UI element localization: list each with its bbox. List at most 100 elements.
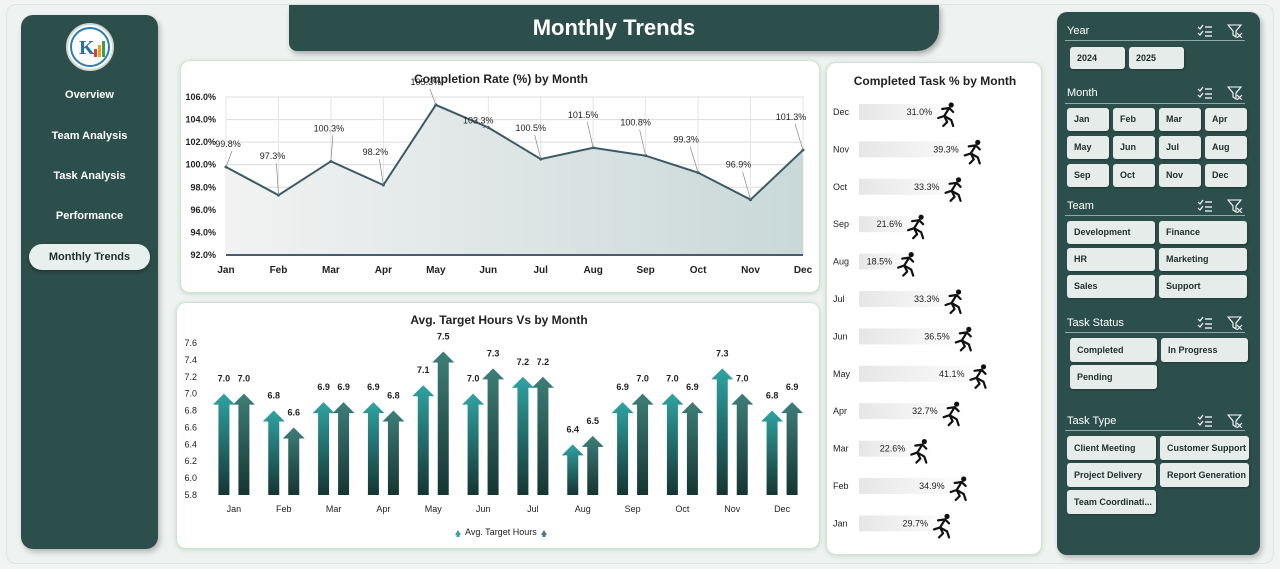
month-option-Feb[interactable]: Feb [1113, 108, 1155, 131]
nav-performance[interactable]: Performance [55, 210, 124, 222]
y-tick-label: 6.8 [184, 406, 197, 416]
data-label: 7.0 [666, 374, 679, 384]
data-point [329, 159, 333, 163]
y-tick-label: Jul [833, 294, 845, 304]
status-option-pending[interactable]: Pending [1070, 365, 1157, 389]
clear-filter-icon[interactable] [1226, 24, 1243, 39]
data-label: 101.5% [568, 110, 599, 120]
multi-select-icon[interactable] [1197, 24, 1213, 38]
data-label: 7.3 [487, 348, 500, 358]
clear-filter-icon[interactable] [1226, 199, 1243, 214]
month-option-Dec[interactable]: Dec [1205, 164, 1247, 187]
x-tick-label: Feb [276, 504, 292, 514]
team-option-support[interactable]: Support [1159, 275, 1247, 298]
series-line [225, 103, 804, 201]
nav-task-analysis[interactable]: Task Analysis [53, 170, 126, 182]
month-option-Mar[interactable]: Mar [1159, 108, 1201, 131]
data-label: 36.5% [924, 331, 950, 341]
legend-marker [541, 530, 547, 537]
y-tick-label: 7.0 [184, 389, 197, 399]
series1-arrow [711, 368, 734, 495]
data-label: 100.8% [620, 118, 651, 128]
task-type-option-2[interactable]: Customer Support [1160, 436, 1249, 460]
slicer-divider [1065, 215, 1245, 216]
y-tick-label: 100.0% [185, 160, 216, 170]
team-option-development[interactable]: Development [1067, 221, 1155, 244]
multi-select-icon[interactable] [1197, 199, 1213, 213]
data-label: 105.3% [411, 77, 442, 87]
bar [859, 328, 976, 345]
data-label: 97.3% [260, 151, 286, 161]
month-option-Nov[interactable]: Nov [1159, 164, 1201, 187]
data-label: 7.0 [636, 374, 649, 384]
data-label: 22.6% [880, 444, 906, 454]
series2-arrow [482, 368, 505, 495]
month-option-Jan[interactable]: Jan [1067, 108, 1109, 131]
status-option-completed[interactable]: Completed [1070, 338, 1157, 362]
multi-select-icon[interactable] [1197, 316, 1213, 330]
completed-task-chart: Completed Task % by Month Dec 31.0% Nov 39.3… [833, 74, 1016, 539]
completion-rate-chart: Completion Rate (%) by Month 92.0% 94.0% 96… [185, 72, 813, 276]
clear-filter-icon[interactable] [1226, 86, 1243, 101]
month-option-Oct[interactable]: Oct [1113, 164, 1155, 187]
x-tick-label: May [426, 265, 446, 276]
task_type-slicer-title: Task Type [1067, 415, 1117, 427]
status-option-in-progress[interactable]: In Progress [1161, 338, 1248, 362]
task-type-option-5[interactable]: Team Coordinati... [1067, 490, 1156, 514]
task-type-option-4[interactable]: Report Generation [1160, 463, 1249, 487]
bar [859, 291, 966, 307]
multi-select-icon[interactable] [1197, 86, 1213, 100]
runner-icon [969, 364, 987, 389]
runner-icon [897, 252, 915, 277]
nav-team-analysis[interactable]: Team Analysis [51, 130, 128, 142]
logo-icon: K [70, 27, 110, 67]
y-tick-label: 92.0% [190, 250, 216, 260]
data-label: 6.8 [766, 391, 779, 401]
x-tick-label: Dec [794, 265, 813, 276]
data-label: 96.9% [726, 160, 752, 170]
page-title: Monthly Trends [532, 15, 696, 40]
y-tick-label: Apr [833, 406, 847, 416]
nav-monthly-trends[interactable]: Monthly Trends [29, 244, 150, 270]
team-slicer-title: Team [1067, 200, 1094, 212]
runner-icon [932, 513, 951, 539]
team-option-marketing[interactable]: Marketing [1159, 248, 1247, 271]
month-option-Jul[interactable]: Jul [1159, 136, 1201, 159]
year-slicer-title: Year [1067, 25, 1090, 37]
year-option-2025[interactable]: 2025 [1129, 47, 1184, 69]
series2-arrow [382, 410, 405, 495]
clear-filter-icon[interactable] [1226, 414, 1243, 429]
data-label: 6.9 [786, 382, 799, 392]
multi-select-icon[interactable] [1197, 414, 1213, 428]
series2-arrow [781, 402, 804, 495]
year-option-2024[interactable]: 2024 [1070, 47, 1125, 69]
month-option-Sep[interactable]: Sep [1067, 164, 1109, 187]
task-type-option-1[interactable]: Client Meeting [1067, 436, 1156, 460]
month-option-Aug[interactable]: Aug [1205, 136, 1247, 159]
y-tick-label: 6.0 [184, 473, 197, 483]
x-tick-label: Mar [322, 265, 340, 276]
data-label: 32.7% [912, 406, 938, 416]
series1-arrow [412, 385, 435, 495]
month-option-Jun[interactable]: Jun [1113, 136, 1155, 159]
y-tick-label: 98.0% [190, 182, 216, 192]
slicer-divider [1065, 40, 1245, 41]
task-type-option-3[interactable]: Project Delivery [1067, 463, 1156, 487]
y-tick-label: Nov [833, 144, 850, 154]
bar [859, 403, 964, 420]
label-leader [330, 135, 334, 162]
team-option-finance[interactable]: Finance [1159, 221, 1247, 244]
clear-filter-icon[interactable] [1226, 316, 1243, 331]
nav-overview[interactable]: Overview [65, 89, 114, 101]
x-tick-label: Apr [376, 504, 390, 514]
y-tick-label: 7.4 [184, 355, 197, 365]
data-label: 6.9 [367, 382, 380, 392]
data-label: 6.4 [566, 424, 579, 434]
team-option-sales[interactable]: Sales [1067, 275, 1155, 298]
month-option-May[interactable]: May [1067, 136, 1109, 159]
x-tick-label: Jul [534, 265, 549, 276]
month-option-Apr[interactable]: Apr [1205, 108, 1247, 131]
label-leader [586, 121, 594, 148]
team-option-hr[interactable]: HR [1067, 248, 1155, 271]
x-tick-label: Jun [479, 265, 497, 276]
